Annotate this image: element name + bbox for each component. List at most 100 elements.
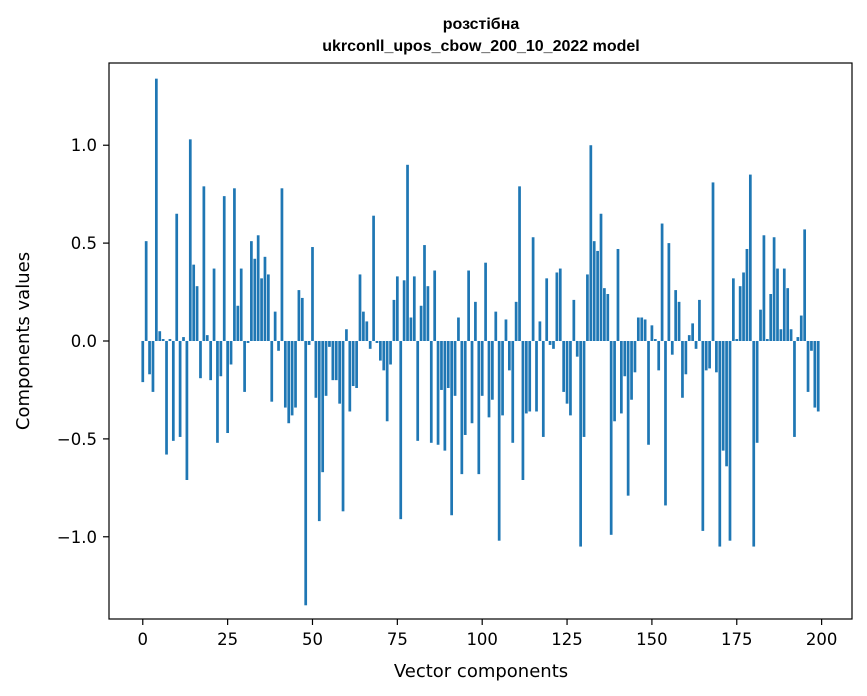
bar-169 [715,341,718,373]
bar-41 [280,188,284,341]
bar-88 [440,341,443,390]
x-axis-label: Vector components [394,661,568,682]
bar-44 [290,341,294,416]
bar-33 [253,258,257,341]
bar-135 [599,213,603,341]
bar-168 [711,182,715,341]
bar-151 [653,339,657,341]
bar-15 [192,264,196,341]
bar-28 [236,305,240,341]
bar-113 [524,341,528,414]
bar-105 [497,341,501,541]
bar-96 [467,270,470,341]
bar-138 [609,341,613,535]
bar-97 [470,341,474,424]
bar-150 [650,325,654,341]
bar-195 [803,229,807,341]
bar-197 [810,341,813,351]
bar-9 [171,341,175,441]
bar-163 [694,341,698,349]
bar-185 [769,294,773,341]
bar-71 [382,341,386,371]
bar-98 [474,301,477,341]
bar-36 [263,256,267,341]
x-tick-label: 75 [387,630,408,649]
bar-196 [806,341,810,392]
bar-64 [358,274,362,341]
bar-43 [287,341,291,424]
bar-89 [443,341,447,451]
bar-165 [701,341,705,531]
bar-187 [776,268,779,341]
bar-46 [297,290,301,341]
bar-191 [789,329,793,341]
bar-116 [535,341,538,412]
bar-48 [304,341,308,606]
bar-87 [436,341,440,445]
bar-6 [161,339,165,341]
bar-184 [765,339,769,341]
bar-124 [562,341,566,392]
bar-76 [399,341,403,520]
bar-83 [423,245,426,341]
bar-53 [321,341,325,473]
bar-74 [392,299,396,341]
bar-140 [616,248,620,341]
bar-57 [334,341,338,381]
bar-164 [698,299,701,341]
bar-183 [762,235,766,341]
bar-66 [365,321,369,341]
x-tick-label: 25 [217,630,238,649]
bar-106 [501,341,504,416]
bar-63 [355,341,358,388]
x-tick-label: 125 [551,630,583,649]
bar-31 [246,341,250,343]
bar-176 [738,286,742,341]
bar-100 [480,341,484,396]
chart-subtitle: ukrconll_upos_cbow_200_10_2022 model [322,38,639,55]
bar-198 [813,341,817,408]
bar-11 [178,341,182,437]
bar-179 [748,174,752,341]
bar-112 [521,341,525,480]
bar-29 [239,268,243,341]
bar-143 [626,341,630,496]
bar-90 [446,341,450,388]
bar-94 [460,341,464,475]
bar-160 [684,341,688,375]
bar-157 [674,290,678,341]
bar-192 [793,341,796,437]
bar-120 [548,341,552,345]
x-axis: 0 25 50 75 100 125 150 175 200 [138,619,837,649]
bar-30 [243,341,246,392]
bar-156 [670,341,674,355]
bar-79 [409,317,413,341]
bar-84 [426,286,430,341]
bar-181 [755,341,759,443]
bar-60 [345,329,348,341]
bar-series [141,78,820,606]
bar-54 [324,341,328,396]
chart-title: розстібна [443,16,520,33]
bar-27 [233,188,236,341]
bar-145 [633,341,637,373]
bar-141 [620,341,623,414]
bar-128 [575,341,579,357]
bar-123 [558,268,562,341]
bar-32 [250,241,253,341]
bar-80 [412,276,416,341]
bar-188 [779,329,783,341]
bar-81 [416,341,420,441]
bar-133 [592,241,596,341]
bar-52 [317,341,321,522]
y-axis: −1.0 −0.5 0.0 0.5 1.0 [57,136,109,547]
bar-154 [664,341,667,506]
bar-72 [385,341,389,422]
bar-56 [331,341,335,381]
bar-139 [613,341,616,422]
bar-158 [677,301,681,341]
bar-115 [531,237,535,341]
bar-108 [507,341,511,371]
bar-172 [725,341,728,467]
